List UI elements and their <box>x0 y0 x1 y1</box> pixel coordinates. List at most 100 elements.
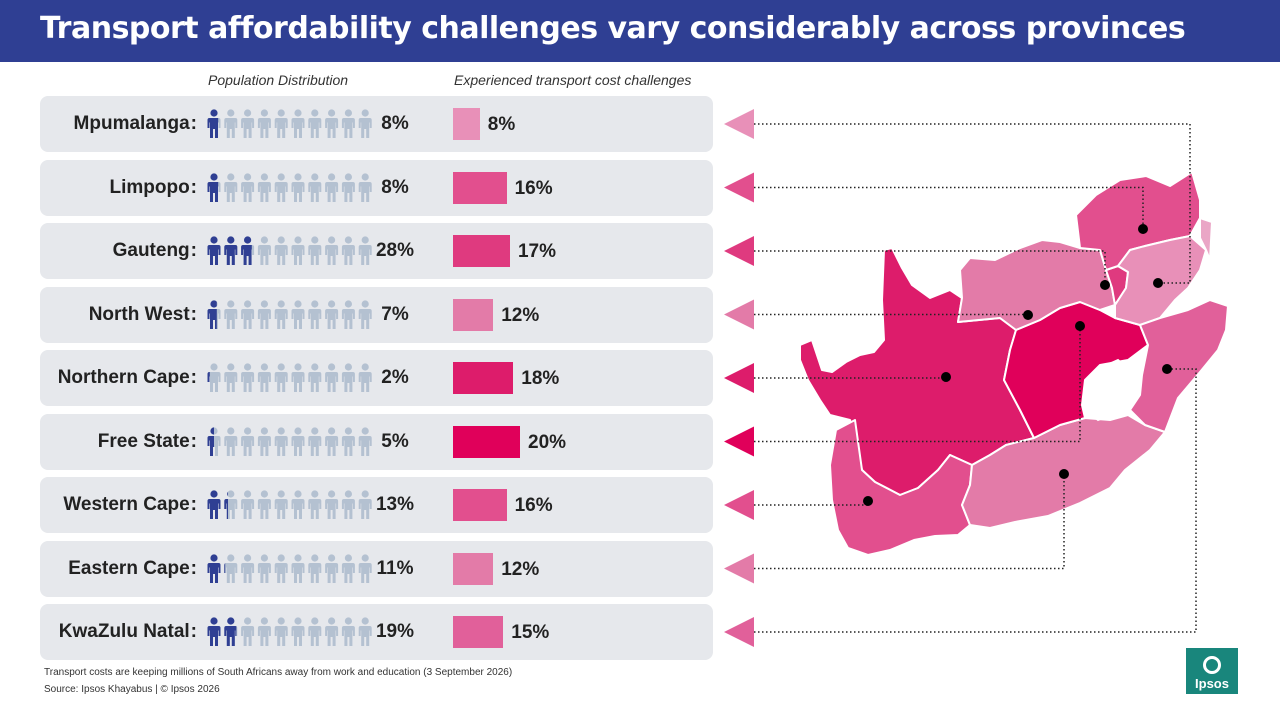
population-icons <box>207 236 377 266</box>
province-name-text: Northern Cape <box>57 367 190 388</box>
person-icon <box>308 109 322 138</box>
person-icon <box>358 617 372 646</box>
person-icon <box>224 172 238 202</box>
cost-value-label: 12% <box>501 558 540 580</box>
province-name: Free State: <box>97 430 197 452</box>
province-name: Gauteng: <box>112 240 197 261</box>
connector-line <box>754 474 1065 570</box>
province-row: Gauteng: 28% 17% <box>40 223 713 279</box>
cost-bar <box>453 362 514 394</box>
pointer-arrow-icon <box>724 299 754 330</box>
footnote: Transport costs are keeping millions of … <box>44 667 513 678</box>
population-percent: 5% <box>381 430 409 452</box>
person-icon <box>207 236 221 265</box>
person-icon <box>308 172 322 202</box>
person-icon <box>291 236 305 265</box>
person-icon <box>358 172 372 202</box>
province-row: KwaZulu Natal: 19% 15% <box>40 604 713 660</box>
person-icon <box>241 363 255 392</box>
person-icon <box>291 109 305 138</box>
person-icon <box>358 553 372 583</box>
cost-value-label: 16% <box>514 495 553 516</box>
ipsos-logo: Ipsos <box>1186 648 1238 694</box>
cost-value-label: 12% <box>501 304 540 326</box>
province-name-text: Eastern Cape <box>68 557 190 579</box>
cost-bar <box>453 616 504 648</box>
person-icon <box>358 490 372 519</box>
person-icon <box>325 236 339 265</box>
map-region-kwazulu-natal <box>1129 299 1229 433</box>
person-icon <box>325 490 339 519</box>
pointer-arrow-icon <box>724 553 754 584</box>
person-icon <box>308 617 322 646</box>
person-icon <box>257 426 271 456</box>
person-icon <box>358 299 372 329</box>
population-icons <box>207 617 377 647</box>
province-row: North West: 7% 12% <box>40 286 713 343</box>
person-icon <box>325 426 339 456</box>
province-dot <box>1153 278 1163 288</box>
page-title: Transport affordability challenges vary … <box>40 11 1186 46</box>
province-row: Western Cape: 13% 16% <box>40 477 713 533</box>
cost-value-label: 20% <box>528 431 567 453</box>
province-name-text: Gauteng <box>112 240 190 261</box>
person-icon <box>325 363 339 392</box>
population-icons <box>207 299 377 330</box>
person-icon <box>207 617 221 646</box>
person-icon <box>257 490 271 519</box>
ipsos-logo-icon <box>1203 656 1221 674</box>
cost-value-label: 8% <box>487 114 516 135</box>
cost-bar <box>453 552 494 585</box>
pointer-arrow-icon <box>724 109 754 139</box>
cost-bar <box>453 171 507 204</box>
province-name-text: North West <box>88 303 190 325</box>
person-icon <box>358 363 372 392</box>
person-icon <box>241 490 255 519</box>
person-icon <box>341 109 355 138</box>
population-icons <box>207 426 377 457</box>
person-icon <box>308 553 322 583</box>
person-icon <box>341 299 355 329</box>
map-region-lesotho <box>1082 358 1134 422</box>
province-name: KwaZulu Natal: <box>58 621 197 642</box>
person-icon <box>308 236 322 265</box>
person-icon <box>241 553 255 583</box>
person-icon <box>224 109 238 138</box>
province-dot <box>1100 280 1110 290</box>
person-icon <box>308 490 322 519</box>
province-name: Limpopo: <box>109 176 197 198</box>
province-dot <box>1138 224 1148 234</box>
person-icon <box>325 553 339 583</box>
person-icon <box>341 363 355 392</box>
person-icon <box>257 617 271 646</box>
person-icon <box>207 172 221 202</box>
connector-line <box>754 326 1081 443</box>
person-icon <box>291 553 305 583</box>
cost-value-label: 15% <box>511 622 550 643</box>
person-icon <box>241 236 255 265</box>
pointer-arrow-icon <box>724 236 754 266</box>
province-name: North West: <box>88 303 197 325</box>
population-icons <box>207 363 377 393</box>
population-percent: 28% <box>375 240 415 261</box>
cost-bar <box>453 298 494 331</box>
person-icon <box>274 553 288 583</box>
province-dot <box>863 496 873 506</box>
pointer-arrow-icon <box>724 363 754 393</box>
person-icon <box>274 363 288 392</box>
south-africa-map <box>724 109 1229 647</box>
header-banner: Transport affordability challenges vary … <box>0 0 1280 62</box>
person-icon <box>257 109 271 138</box>
province-dot <box>1162 364 1172 374</box>
cost-bar <box>453 108 480 140</box>
population-percent: 19% <box>375 621 415 642</box>
connector-line <box>754 368 1197 633</box>
person-icon <box>308 426 322 456</box>
person-icon <box>257 172 271 202</box>
connector-line <box>754 250 1106 285</box>
person-icon <box>341 172 355 202</box>
person-icon <box>358 109 372 138</box>
person-icon <box>341 426 355 456</box>
pointer-arrow-icon <box>724 490 754 520</box>
population-icons <box>207 553 377 584</box>
